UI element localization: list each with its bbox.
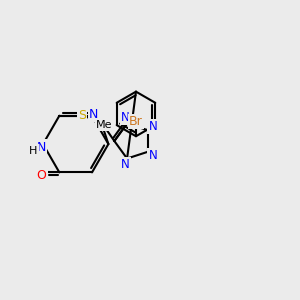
Text: N: N <box>89 108 98 121</box>
Text: N: N <box>121 158 129 171</box>
Text: N: N <box>37 140 46 154</box>
Text: H: H <box>29 146 38 156</box>
Text: O: O <box>37 169 46 182</box>
Text: Me: Me <box>96 120 112 130</box>
Text: N: N <box>121 111 129 124</box>
Text: N: N <box>148 149 157 162</box>
Text: N: N <box>148 120 157 133</box>
Text: S: S <box>78 109 86 122</box>
Text: Br: Br <box>129 115 143 128</box>
